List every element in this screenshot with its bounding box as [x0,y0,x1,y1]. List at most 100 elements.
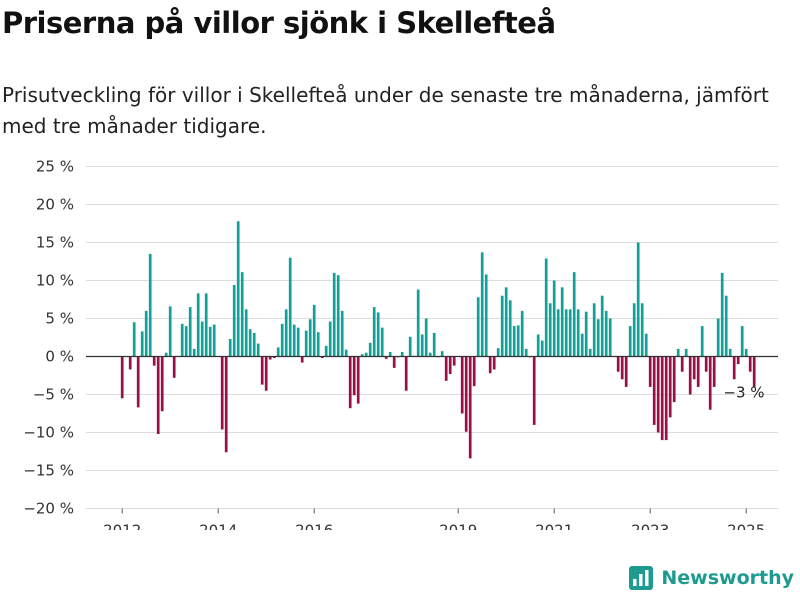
x-tick-label: 2016 [295,522,333,531]
bar [472,356,476,387]
bar [232,285,236,357]
bar [668,356,672,418]
y-tick-label: −20 % [23,500,74,518]
y-tick-label: 10 % [36,272,74,290]
bar [492,356,496,370]
bar [572,272,576,357]
x-tick-label: 2021 [535,522,573,531]
bar [168,306,172,357]
bar [260,356,264,385]
bar [676,348,680,357]
bar [192,348,196,357]
bar [464,356,468,432]
bar [416,289,420,357]
bar [628,326,632,357]
bar [576,309,580,357]
y-tick-label: 0 % [45,348,74,366]
bar [400,351,404,357]
bar [580,333,584,357]
bar [588,348,592,357]
bar [728,348,732,357]
y-axis-ticks: −20 % −15 % −10 % −5 % 0 % 5 % 10 % 15 % 20 % 25 … [23,158,74,518]
bar [348,356,352,409]
bar [276,347,280,357]
bar [488,356,492,374]
y-tick-label: 25 % [36,158,74,176]
bar [656,356,660,433]
bar [184,326,188,357]
bar [532,356,536,425]
bar [468,356,472,459]
bar [256,343,260,357]
bar [720,272,724,357]
bar [368,342,372,357]
bar [604,310,608,357]
bar [200,321,204,357]
x-tick-label: 2019 [439,522,477,531]
gridlines [86,166,778,509]
bar [304,330,308,357]
bar [384,356,388,359]
bars [120,221,756,459]
bar [480,252,484,357]
bar [332,272,336,357]
last-value-label: −3 % [723,384,764,402]
x-tick-label: 2014 [199,522,237,531]
bar [624,356,628,387]
bar [212,324,216,357]
bar [512,326,516,357]
bar [620,356,624,380]
bar [344,349,348,357]
y-tick-label: −10 % [23,424,74,442]
bar [188,307,192,357]
bar [284,309,288,357]
bar [732,356,736,380]
bar [156,356,160,435]
y-tick-label: 15 % [36,234,74,252]
bar [524,348,528,357]
bar [616,356,620,372]
bar [484,274,488,357]
bar [228,339,232,357]
bar [356,356,360,404]
bar [392,356,396,368]
bar [664,356,668,441]
bar [724,295,728,357]
bar [504,287,508,357]
bar [160,356,164,412]
bar [752,356,756,387]
bar [128,356,132,370]
bar [288,257,292,357]
bar [424,318,428,357]
bar [568,309,572,357]
bar [688,356,692,395]
bar [716,318,720,357]
bar [172,356,176,378]
bar [236,221,240,357]
bar [420,334,424,357]
bar [408,336,412,357]
bar [196,293,200,357]
bar [552,280,556,357]
bar [224,356,228,453]
bar [144,310,148,357]
bar [640,303,644,357]
bar [372,307,376,357]
bar [560,287,564,357]
bar [440,351,444,357]
bar [164,352,168,357]
bar [608,318,612,357]
bar [180,323,184,357]
bar [340,310,344,357]
bar [448,356,452,374]
bar [500,295,504,357]
y-tick-label: 5 % [45,310,74,328]
bar [544,258,548,357]
bar [712,356,716,387]
bar [380,327,384,357]
x-tick-label: 2023 [631,522,669,531]
x-tick-label: 2012 [103,522,141,531]
bar [308,319,312,357]
bar [452,356,456,366]
bar [432,332,436,357]
